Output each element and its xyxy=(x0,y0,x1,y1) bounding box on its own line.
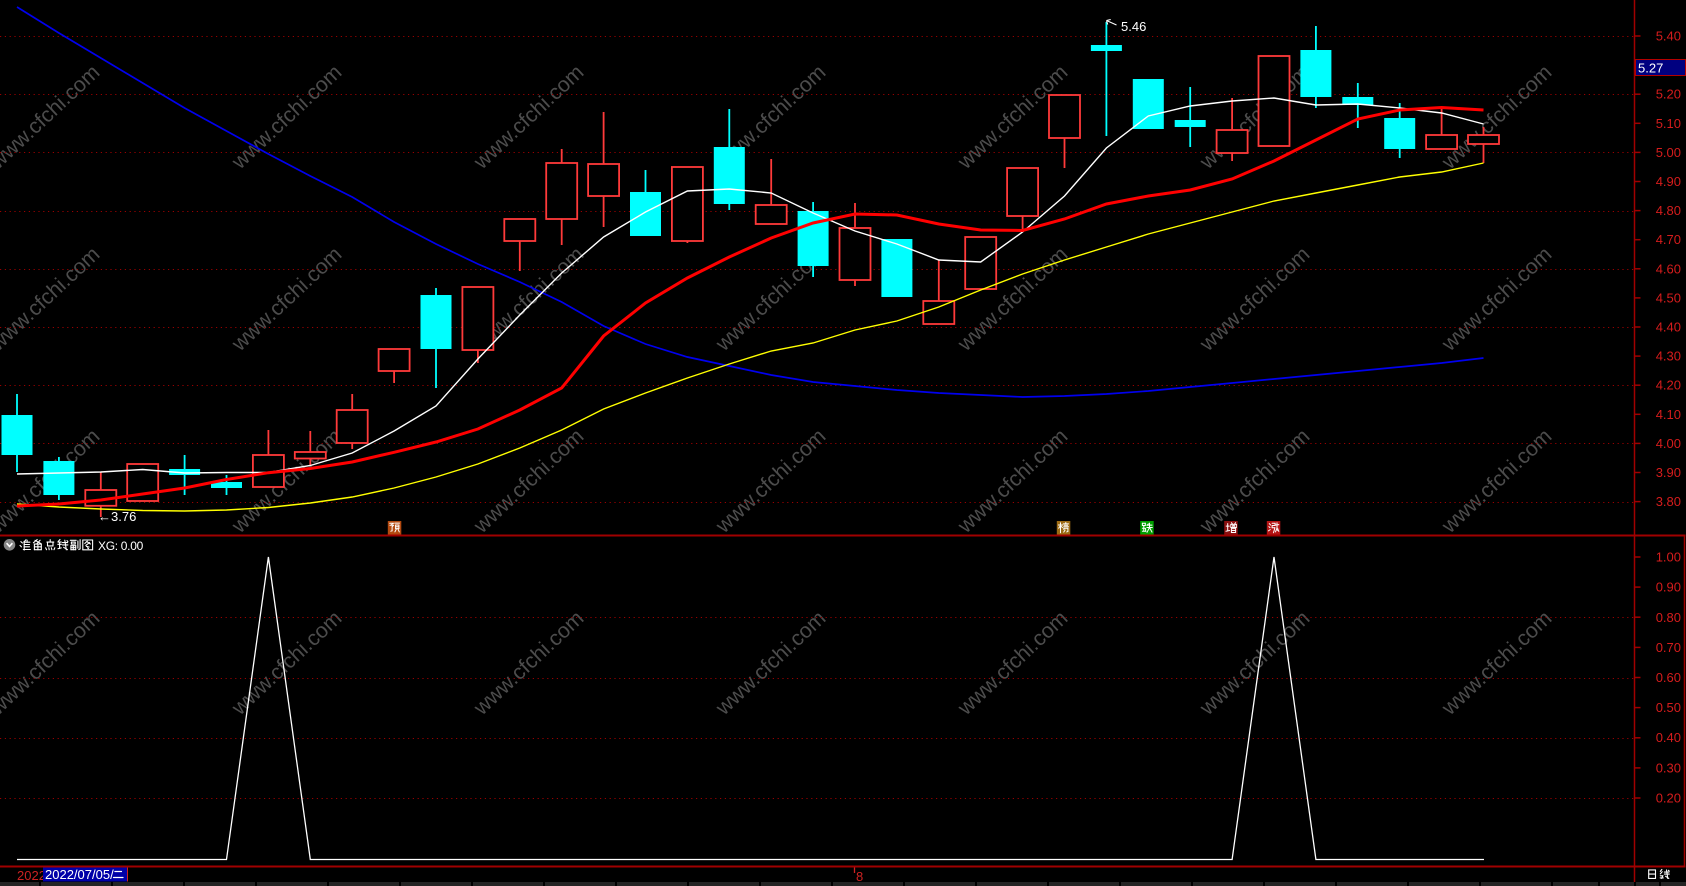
svg-text:4.90: 4.90 xyxy=(1656,174,1681,189)
svg-text:5.10: 5.10 xyxy=(1656,116,1681,131)
svg-text:4.60: 4.60 xyxy=(1656,261,1681,276)
svg-text:0.80: 0.80 xyxy=(1656,610,1681,625)
svg-text:5.00: 5.00 xyxy=(1656,145,1681,160)
svg-text:4.50: 4.50 xyxy=(1656,290,1681,305)
svg-text:4.20: 4.20 xyxy=(1656,378,1681,393)
svg-text:3.80: 3.80 xyxy=(1656,494,1681,509)
svg-text:0.60: 0.60 xyxy=(1656,670,1681,685)
svg-text:1.00: 1.00 xyxy=(1656,550,1681,565)
svg-text:4.10: 4.10 xyxy=(1656,407,1681,422)
svg-text:0.70: 0.70 xyxy=(1656,640,1681,655)
svg-text:4.30: 4.30 xyxy=(1656,349,1681,364)
svg-text:2022/07/05/: 2022/07/05/ xyxy=(45,867,114,882)
svg-text:XG: 0.00: XG: 0.00 xyxy=(98,539,144,553)
svg-text:3.90: 3.90 xyxy=(1656,465,1681,480)
svg-text:←3.76: ←3.76 xyxy=(98,509,136,524)
svg-text:5.40: 5.40 xyxy=(1656,29,1681,44)
svg-text:5.27: 5.27 xyxy=(1638,61,1663,76)
svg-text:4.40: 4.40 xyxy=(1656,320,1681,335)
svg-text:4.70: 4.70 xyxy=(1656,232,1681,247)
svg-text:5.46: 5.46 xyxy=(1121,19,1146,34)
svg-text:0.40: 0.40 xyxy=(1656,730,1681,745)
svg-text:0.90: 0.90 xyxy=(1656,580,1681,595)
svg-text:0.50: 0.50 xyxy=(1656,700,1681,715)
svg-text:5.20: 5.20 xyxy=(1656,87,1681,102)
svg-text:4.80: 4.80 xyxy=(1656,203,1681,218)
svg-text:4.00: 4.00 xyxy=(1656,436,1681,451)
svg-text:8: 8 xyxy=(856,869,863,884)
svg-text:2022: 2022 xyxy=(17,868,46,883)
svg-text:0.20: 0.20 xyxy=(1656,791,1681,806)
svg-text:0.30: 0.30 xyxy=(1656,760,1681,775)
